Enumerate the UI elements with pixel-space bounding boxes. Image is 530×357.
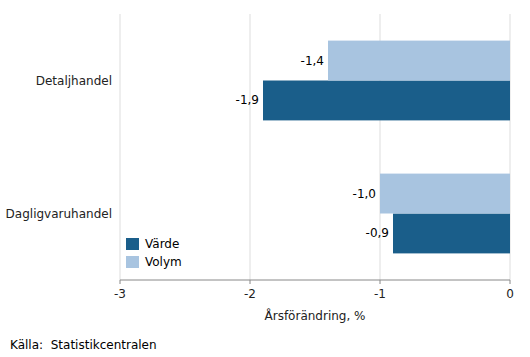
- legend-label: Värde: [145, 237, 179, 251]
- data-label: -1,9: [236, 93, 259, 107]
- tick-mark: [250, 280, 251, 284]
- data-label: -0,9: [366, 226, 389, 240]
- tick-label: -3: [114, 287, 126, 301]
- grid-line: [120, 14, 121, 280]
- tick-mark: [380, 280, 381, 284]
- bar: [380, 174, 510, 214]
- legend-swatch: [126, 256, 139, 268]
- tick-label: -2: [244, 287, 256, 301]
- bars: [263, 41, 510, 254]
- tick-mark: [510, 280, 511, 284]
- bar: [328, 41, 510, 81]
- bar: [263, 81, 510, 121]
- x-axis-line: [120, 280, 510, 281]
- grid-line: [250, 14, 251, 280]
- tick-mark: [120, 280, 121, 284]
- x-axis-label: Årsförändring, %: [265, 308, 366, 323]
- legend-swatch: [126, 238, 139, 250]
- legend: Värde Volym: [126, 237, 182, 269]
- data-label: -1,4: [301, 54, 324, 68]
- chart: Detaljhandel Dagligvaruhandel -1,9 -1,4 -0,9…: [0, 0, 530, 357]
- source-text: Källa: Statistikcentralen: [10, 338, 157, 352]
- legend-label: Volym: [145, 255, 182, 269]
- tick-label: -1: [374, 287, 386, 301]
- tick-label: 0: [506, 287, 514, 301]
- bar: [393, 214, 510, 254]
- category-label: Dagligvaruhandel: [6, 207, 112, 221]
- category-label: Detaljhandel: [36, 74, 112, 88]
- data-label: -1,0: [353, 187, 376, 201]
